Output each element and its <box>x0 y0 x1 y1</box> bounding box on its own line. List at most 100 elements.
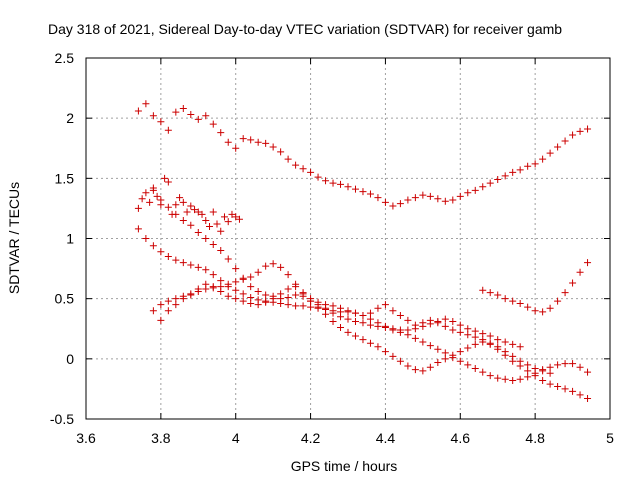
data-point <box>176 194 184 202</box>
data-point <box>351 318 359 326</box>
x-tick-label: 4.4 <box>376 430 396 446</box>
data-point <box>262 262 270 270</box>
data-point <box>501 375 509 383</box>
data-point <box>411 366 419 374</box>
data-point <box>172 210 180 218</box>
data-point <box>202 280 210 288</box>
data-point <box>157 118 165 126</box>
data-point <box>576 268 584 276</box>
data-point <box>464 361 472 369</box>
x-tick-label: 3.8 <box>151 430 171 446</box>
data-point <box>524 361 532 369</box>
data-point <box>569 131 577 139</box>
data-point <box>164 203 172 211</box>
data-point <box>351 332 359 340</box>
data-point <box>142 235 150 242</box>
data-point <box>554 297 562 305</box>
data-point <box>479 183 487 191</box>
data-point <box>149 186 157 194</box>
data-point <box>247 273 255 281</box>
data-point <box>486 179 494 187</box>
data-point <box>366 190 374 198</box>
data-point <box>322 310 330 318</box>
data-point <box>381 198 389 206</box>
data-point <box>509 352 517 360</box>
data-point <box>307 303 315 311</box>
data-points <box>134 100 592 403</box>
data-point <box>247 299 255 307</box>
data-point <box>509 168 517 176</box>
data-point <box>329 318 337 326</box>
data-point <box>292 161 300 169</box>
data-point <box>381 348 389 356</box>
data-point <box>516 166 524 174</box>
data-point <box>277 295 285 303</box>
data-point <box>411 334 419 342</box>
data-point <box>292 302 300 310</box>
data-point <box>449 196 457 204</box>
x-axis-label: GPS time / hours <box>291 458 398 474</box>
data-point <box>426 192 434 200</box>
data-point <box>202 216 210 224</box>
data-point <box>539 367 547 375</box>
data-point <box>501 338 509 346</box>
data-point <box>471 333 479 341</box>
data-point <box>149 242 157 250</box>
data-point <box>292 291 300 299</box>
data-point <box>471 186 479 194</box>
data-point <box>269 143 277 151</box>
data-point <box>138 195 146 203</box>
x-tick-label: 4.6 <box>451 430 471 446</box>
y-tick-label: 2 <box>66 110 74 126</box>
data-point <box>374 343 382 351</box>
data-point <box>213 220 221 228</box>
data-point <box>209 271 217 279</box>
data-point <box>419 338 427 346</box>
data-point <box>404 362 412 370</box>
data-point <box>471 340 479 348</box>
data-point <box>194 285 202 293</box>
data-point <box>322 177 330 185</box>
data-point <box>157 301 165 309</box>
data-point <box>351 309 359 317</box>
data-point <box>232 265 240 273</box>
data-point <box>142 100 150 108</box>
data-point <box>187 221 195 229</box>
x-tick-label: 4 <box>232 430 240 446</box>
data-point <box>146 198 154 206</box>
data-point <box>179 105 187 113</box>
data-point <box>351 185 359 193</box>
x-tick-label: 4.8 <box>525 430 545 446</box>
data-point <box>337 324 345 332</box>
data-point <box>262 291 270 299</box>
data-point <box>344 315 352 323</box>
data-point <box>179 198 187 206</box>
data-point <box>524 373 532 381</box>
data-point <box>224 280 232 288</box>
y-tick-label: 0.5 <box>55 291 75 307</box>
data-point <box>434 345 442 353</box>
data-point <box>172 256 180 264</box>
data-point <box>191 206 199 214</box>
data-point <box>374 304 382 312</box>
data-point <box>262 298 270 306</box>
data-point <box>464 325 472 333</box>
data-point <box>224 292 232 300</box>
data-point <box>235 215 243 223</box>
data-point <box>546 380 554 388</box>
data-point <box>299 165 307 173</box>
data-point <box>157 248 165 256</box>
data-point <box>456 321 464 329</box>
data-point <box>254 287 262 295</box>
data-point <box>284 155 292 163</box>
data-point <box>546 369 554 377</box>
data-point <box>344 307 352 315</box>
data-point <box>337 304 345 312</box>
data-point <box>224 218 232 226</box>
data-point <box>134 225 142 233</box>
x-tick-label: 3.6 <box>76 430 96 446</box>
data-point <box>359 312 367 320</box>
data-point <box>254 301 262 309</box>
data-point <box>179 295 187 303</box>
data-point <box>464 189 472 197</box>
